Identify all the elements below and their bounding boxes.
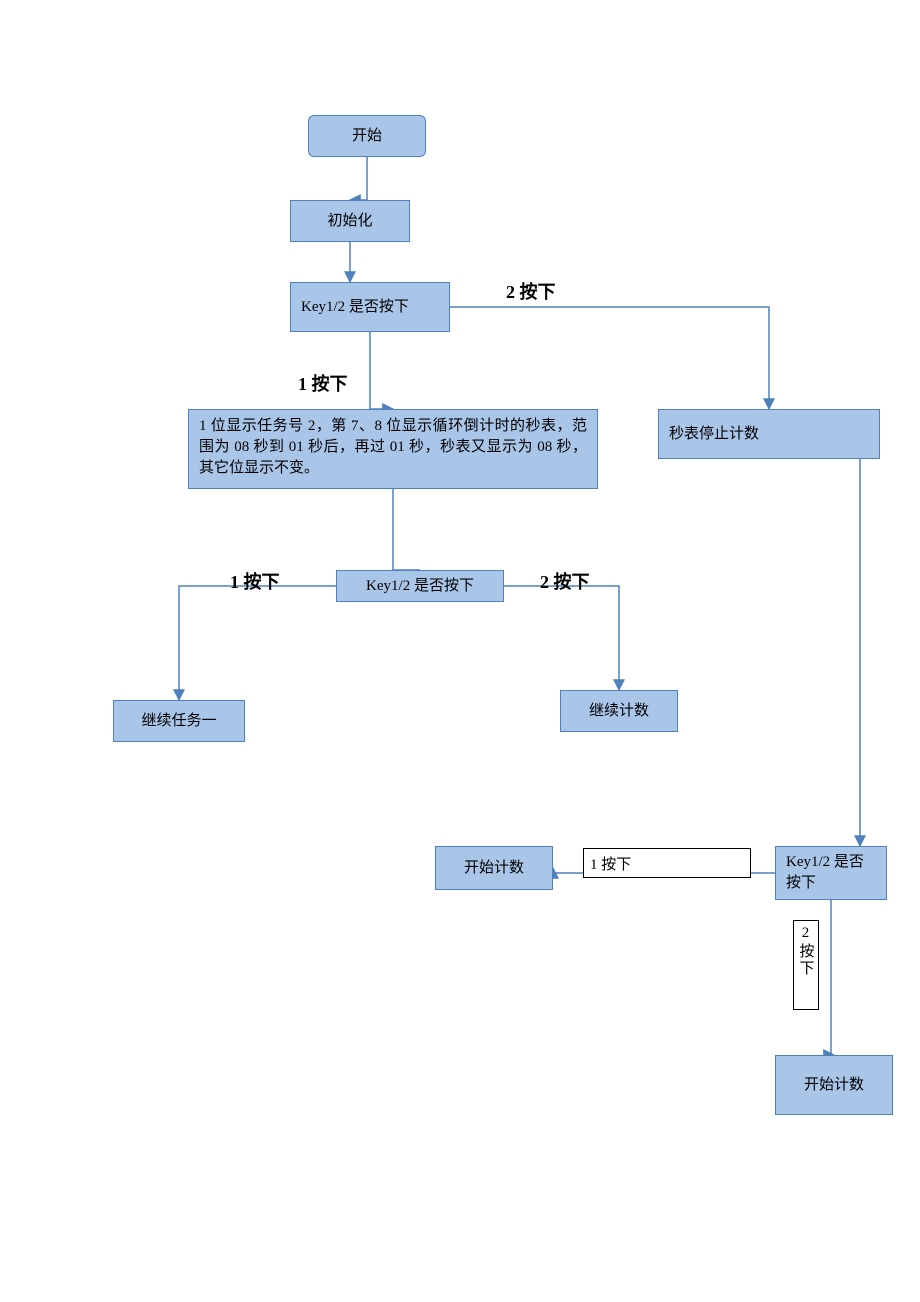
node-init: 初始化 bbox=[290, 200, 410, 242]
edge-dec2-cont_task bbox=[179, 586, 336, 700]
node-task: 1 位显示任务号 2，第 7、8 位显示循环倒计时的秒表，范围为 08 秒到 0… bbox=[188, 409, 598, 489]
edge-dec1-task bbox=[370, 332, 393, 409]
label-box-lb_1down: 1 按下 bbox=[583, 848, 751, 878]
node-start: 开始 bbox=[308, 115, 426, 157]
label-box-lb_2down: 2按下 bbox=[793, 920, 819, 1010]
node-cont_count: 继续计数 bbox=[560, 690, 678, 732]
flowchart-stage: 开始初始化 Key1/2 是否按下 1 位显示任务号 2，第 7、8 位显示循环倒计… bbox=[0, 0, 920, 1302]
node-dec1: Key1/2 是否按下 bbox=[290, 282, 450, 332]
node-start_count1: 开始计数 bbox=[435, 846, 553, 890]
edge-task-dec2 bbox=[393, 489, 420, 570]
node-stop: 秒表停止计数 bbox=[658, 409, 880, 459]
label-l_1down_left: 1 按下 bbox=[230, 568, 280, 594]
edge-dec3-start_count2 bbox=[831, 900, 834, 1055]
edge-start-init bbox=[350, 157, 367, 200]
edge-dec2-cont_count bbox=[504, 586, 619, 690]
label-l_1down_mid: 1 按下 bbox=[298, 370, 348, 396]
node-dec2: Key1/2 是否按下 bbox=[336, 570, 504, 602]
edge-dec1-stop bbox=[450, 307, 769, 409]
node-dec3: Key1/2 是否按下 bbox=[775, 846, 887, 900]
node-start_count2: 开始计数 bbox=[775, 1055, 893, 1115]
label-l_2down_top: 2 按下 bbox=[506, 278, 556, 304]
node-cont_task: 继续任务一 bbox=[113, 700, 245, 742]
label-l_2down_right: 2 按下 bbox=[540, 568, 590, 594]
